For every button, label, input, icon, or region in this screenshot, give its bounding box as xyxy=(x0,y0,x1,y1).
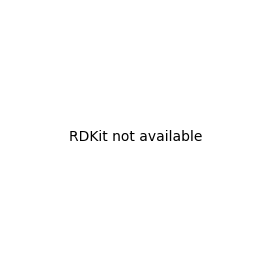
Text: RDKit not available: RDKit not available xyxy=(69,130,202,144)
